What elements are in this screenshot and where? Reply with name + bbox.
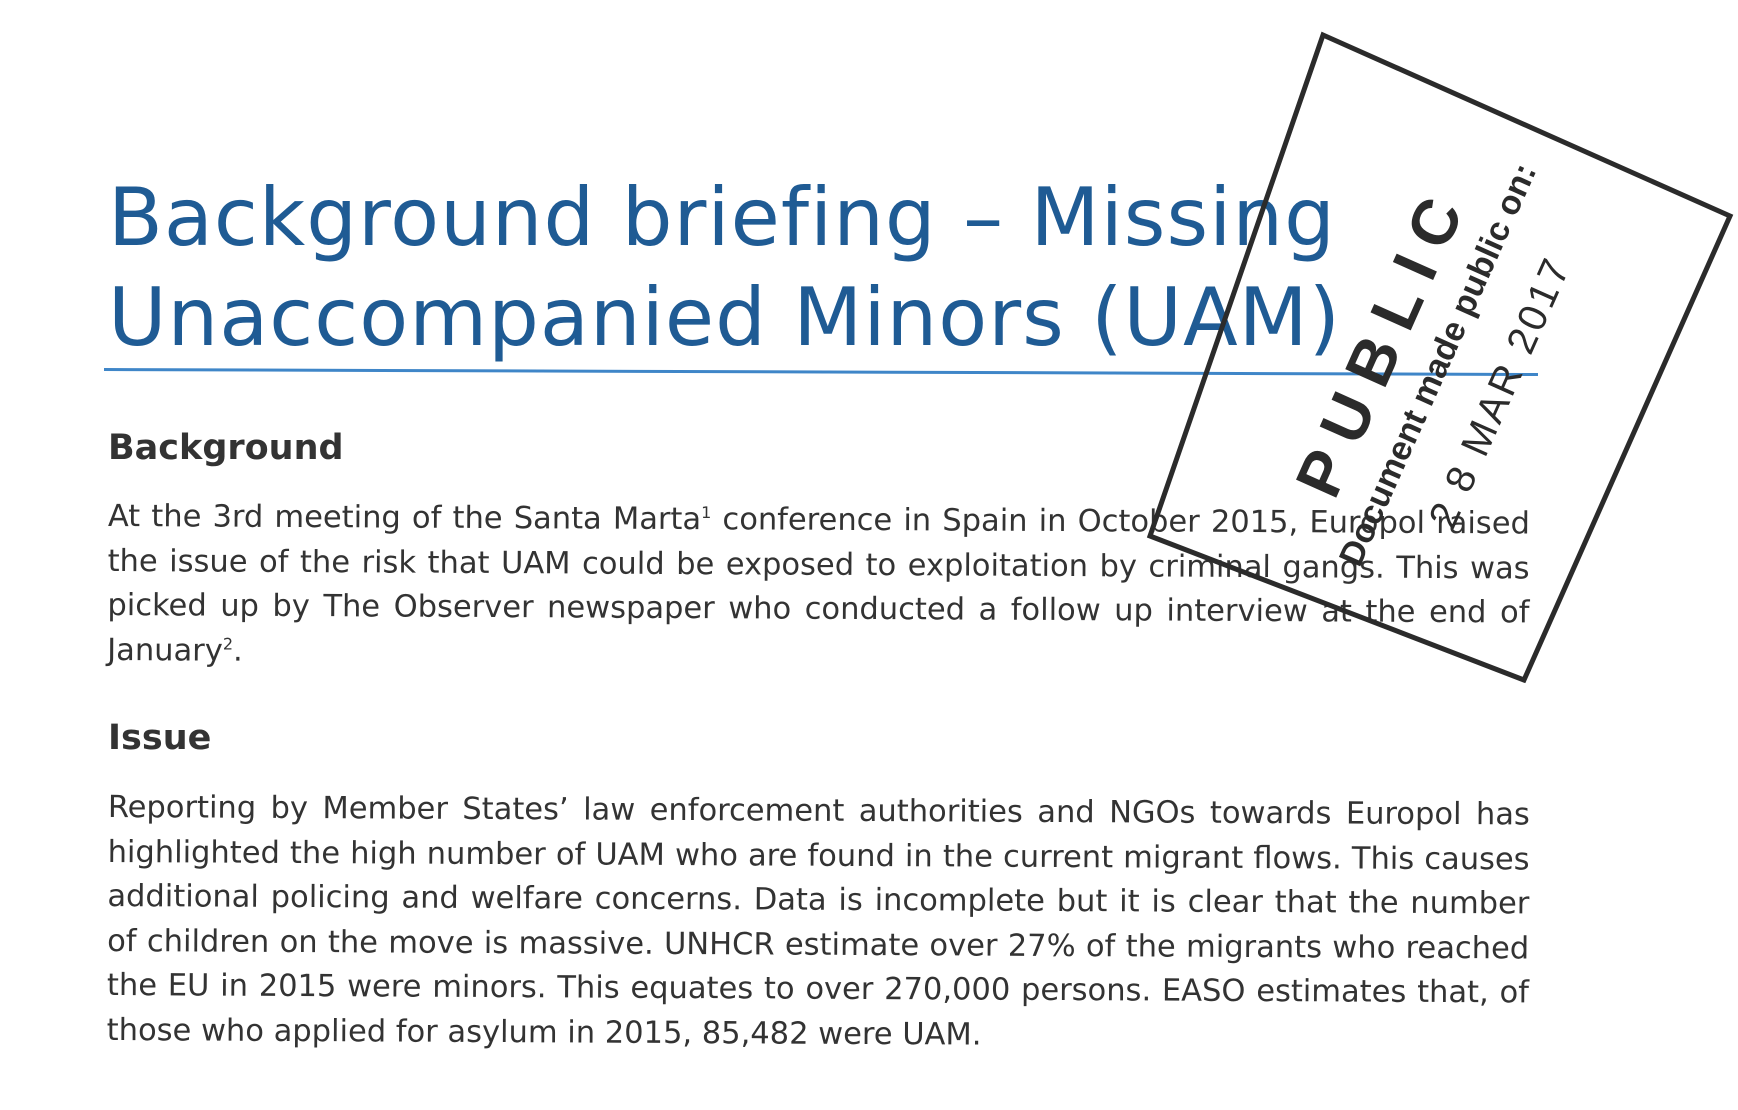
issue-paragraph: Reporting by Member States’ law enforcem…	[106, 789, 1530, 1053]
title-line-2: Unaccompanied Minors (UAM)	[108, 271, 1341, 364]
document-title: Background briefing – Missing Unaccompan…	[108, 168, 1558, 368]
section-heading-issue: Issue	[108, 718, 212, 758]
footnote-ref-1: 1	[701, 502, 712, 523]
background-text-part-1: At the 3rd meeting of the Santa Marta	[107, 498, 702, 538]
background-text-end: .	[232, 633, 243, 669]
footnote-ref-2: 2	[222, 633, 234, 654]
section-heading-background: Background	[108, 428, 344, 468]
title-underline-rule	[103, 368, 1538, 377]
title-line-1: Background briefing – Missing	[108, 171, 1336, 264]
background-paragraph: At the 3rd meeting of the Santa Marta1 c…	[107, 495, 1530, 680]
